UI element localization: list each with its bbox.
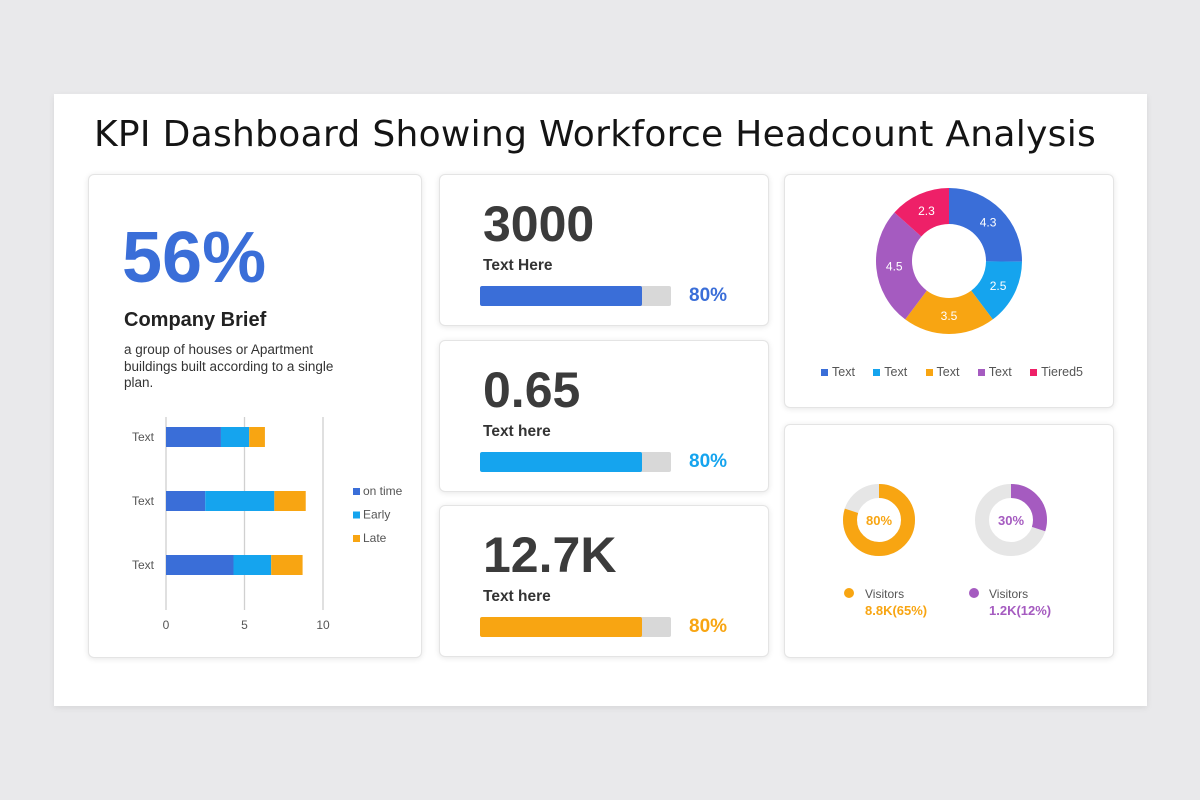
- donut-slice: [905, 290, 993, 334]
- ring-progress: [975, 484, 1047, 556]
- bar-segment: [271, 555, 303, 575]
- slice-value-label: 4.5: [886, 260, 903, 274]
- ring-legend-dot: [969, 588, 979, 598]
- legend-item: Text: [821, 365, 855, 379]
- ring-percent-label: 30%: [998, 513, 1024, 528]
- category-label: Text: [132, 558, 155, 572]
- ring-charts: 80% 30%: [843, 484, 1047, 556]
- slice-value-label: 4.3: [980, 215, 997, 229]
- legend-label: Early: [363, 508, 390, 522]
- kpi-progress-fill: [480, 452, 643, 472]
- legend-swatch: [977, 368, 985, 376]
- bar-segment: [205, 491, 275, 511]
- page-title: KPI Dashboard Showing Workforce Headcoun…: [94, 114, 1097, 155]
- brief-text: a group of houses or Apartment buildings…: [124, 342, 334, 390]
- ring-legend-label: Visitors: [865, 587, 905, 601]
- legend-swatch: [873, 368, 881, 376]
- legend-swatch: [353, 535, 360, 542]
- legend-item: Text: [873, 365, 907, 379]
- kpi-percent: 80%: [689, 451, 728, 472]
- kpi-progress-fill: [480, 286, 643, 306]
- legend-label: Text: [936, 365, 960, 379]
- kpi-card-2: 0.65 Text here 80%: [439, 340, 769, 492]
- slice-value-label: 3.5: [941, 309, 958, 323]
- slide: KPI Dashboard Showing Workforce Headcoun…: [54, 94, 1147, 706]
- x-tick-label: 5: [241, 618, 248, 632]
- bar-segment: [233, 555, 272, 575]
- ring-legend-label: Visitors: [989, 587, 1029, 601]
- donut-slice: [949, 188, 1022, 262]
- bar-segment: [166, 555, 234, 575]
- category-label: Text: [132, 430, 155, 444]
- kpi-progress-track: [480, 286, 671, 306]
- ring-legend-dot: [844, 588, 854, 598]
- kpi-label: Text Here: [483, 257, 553, 274]
- bar-segment: [166, 491, 206, 511]
- x-tick-label: 0: [163, 618, 170, 632]
- ring-progress: [843, 484, 915, 556]
- legend-swatch: [353, 511, 360, 519]
- legend-label: Tiered5: [1041, 365, 1083, 379]
- kpi-percent: 80%: [689, 616, 728, 637]
- kpi-progress-track: [480, 617, 671, 637]
- donut-slice: [894, 188, 949, 237]
- ring-legend-value: 1.2K(12%): [989, 603, 1052, 618]
- legend-label: Text: [832, 365, 855, 379]
- legend-item: Text: [977, 365, 1012, 379]
- kpi-value: 0.65: [483, 362, 581, 418]
- visitors-card: 80% 30% Visitors 8.8K(65%) Visitors 1.2K(…: [784, 424, 1114, 658]
- brief-percent: 56%: [122, 218, 267, 298]
- donut-legend: Text Text Text Text Tiered5: [821, 365, 1083, 379]
- kpi-label: Text here: [483, 423, 551, 440]
- bar-segment: [249, 427, 265, 447]
- legend-label: Text: [884, 365, 908, 379]
- donut-slice: [876, 212, 927, 320]
- kpi-value: 3000: [483, 196, 595, 252]
- donut-chart-card: 4.3 2.5 3.5 4.5 2.3 Text Text Text Text Tiered5: [784, 174, 1114, 408]
- legend-label: Text: [988, 365, 1012, 379]
- kpi-label: Text here: [483, 588, 551, 605]
- bar-segment: [166, 427, 221, 447]
- kpi-card-3: 12.7K Text here 80%: [439, 505, 769, 657]
- kpi-percent: 80%: [689, 285, 728, 306]
- ring-legend-value: 8.8K(65%): [865, 603, 928, 618]
- x-tick-label: 10: [316, 618, 330, 632]
- ring-percent-label: 80%: [866, 513, 892, 528]
- legend-item: Text: [925, 365, 960, 379]
- legend-swatch: [925, 368, 933, 376]
- slice-value-label: 2.3: [918, 204, 935, 218]
- brief-title: Company Brief: [124, 309, 267, 331]
- slice-value-label: 2.5: [990, 279, 1007, 293]
- legend-swatch: [353, 488, 360, 495]
- legend-swatch: [1030, 368, 1038, 376]
- kpi-value: 12.7K: [483, 527, 617, 583]
- category-label: Text: [132, 494, 155, 508]
- bar-segment: [274, 491, 306, 511]
- bar-segment: [220, 427, 250, 447]
- donut-slice: [971, 261, 1022, 320]
- kpi-card-1: 3000 Text Here 80%: [439, 174, 769, 326]
- kpi-progress-track: [480, 452, 671, 472]
- legend-label: on time: [363, 484, 403, 498]
- kpi-progress-fill: [480, 617, 643, 637]
- company-brief-card: 56% Company Brief a group of houses or A…: [88, 174, 422, 658]
- legend-swatch: [821, 368, 828, 376]
- stacked-bar-chart: 0 5 10 Text Text Text on time Early Late: [132, 417, 403, 632]
- legend-label: Late: [363, 531, 387, 545]
- legend-item: Tiered5: [1030, 365, 1083, 379]
- donut-chart: 4.3 2.5 3.5 4.5 2.3: [876, 188, 1022, 334]
